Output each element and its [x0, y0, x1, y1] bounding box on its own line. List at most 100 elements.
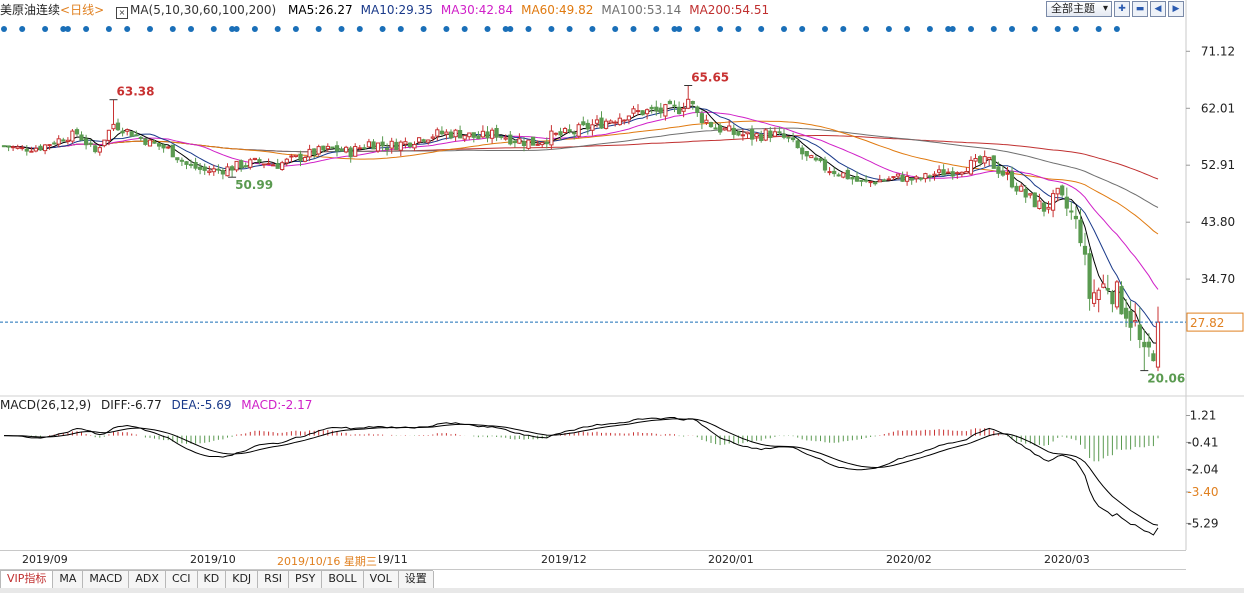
candle[interactable] [991, 155, 996, 169]
candle[interactable] [157, 143, 162, 151]
candle[interactable] [645, 108, 650, 120]
candle[interactable] [339, 146, 344, 152]
candle[interactable] [298, 150, 303, 167]
event-marker[interactable] [1031, 26, 1038, 32]
candle[interactable] [348, 146, 353, 163]
candle[interactable] [275, 158, 280, 169]
candle[interactable] [736, 130, 741, 137]
candle[interactable] [585, 119, 590, 135]
candle[interactable] [581, 116, 586, 127]
candle[interactable] [307, 144, 312, 161]
event-marker[interactable] [926, 26, 933, 32]
event-marker[interactable] [525, 26, 532, 32]
event-marker[interactable] [169, 26, 176, 32]
candle[interactable] [946, 168, 951, 174]
candle[interactable] [389, 137, 394, 154]
candle[interactable] [24, 145, 29, 156]
candle[interactable] [316, 144, 321, 156]
candle[interactable] [754, 132, 759, 142]
candle[interactable] [1019, 183, 1024, 192]
tab-ma[interactable]: MA [52, 571, 84, 589]
candle[interactable] [43, 144, 48, 155]
candle[interactable] [873, 181, 878, 186]
candle[interactable] [147, 139, 153, 147]
candle[interactable] [371, 139, 376, 150]
candle[interactable] [330, 146, 335, 149]
candle[interactable] [590, 119, 595, 136]
candle[interactable] [56, 135, 61, 148]
candle[interactable] [471, 132, 476, 143]
candle[interactable] [198, 163, 203, 175]
candle[interactable] [1142, 329, 1147, 371]
candle[interactable] [1, 145, 7, 148]
candle[interactable] [804, 151, 809, 161]
candle[interactable] [106, 129, 112, 146]
candle[interactable] [886, 176, 891, 181]
candle[interactable] [562, 126, 568, 134]
candle[interactable] [576, 122, 581, 139]
candle[interactable] [175, 157, 180, 163]
candle[interactable] [973, 154, 978, 167]
candle[interactable] [699, 110, 704, 130]
candle[interactable] [599, 111, 604, 129]
event-marker[interactable] [566, 26, 573, 32]
candle[interactable] [955, 171, 960, 179]
event-marker[interactable] [589, 26, 596, 32]
candle[interactable] [257, 157, 262, 165]
event-marker[interactable] [502, 26, 509, 32]
candle[interactable] [1037, 193, 1042, 210]
tab-cci[interactable]: CCI [164, 571, 198, 589]
candle[interactable] [704, 114, 709, 125]
tab-psy[interactable]: PSY [288, 571, 323, 589]
event-marker[interactable] [356, 26, 363, 32]
candle[interactable] [1055, 187, 1060, 202]
candle[interactable] [959, 171, 964, 178]
candle[interactable] [271, 162, 276, 167]
candle[interactable] [759, 130, 764, 143]
candle[interactable] [143, 137, 148, 146]
candle[interactable] [868, 181, 873, 187]
event-marker[interactable] [1009, 26, 1015, 32]
candle[interactable] [594, 115, 600, 128]
candle[interactable] [658, 102, 663, 118]
candle[interactable] [220, 168, 226, 180]
candle[interactable] [29, 146, 34, 153]
candle[interactable] [170, 144, 175, 158]
candle[interactable] [480, 125, 485, 139]
event-marker[interactable] [443, 26, 450, 32]
candle[interactable] [430, 134, 435, 142]
candle[interactable] [458, 125, 463, 139]
candle[interactable] [115, 118, 121, 131]
candle[interactable] [1028, 193, 1033, 199]
event-marker[interactable] [781, 26, 787, 32]
candle[interactable] [640, 110, 645, 116]
candle[interactable] [202, 163, 207, 175]
candle[interactable] [93, 144, 98, 154]
candle[interactable] [1087, 248, 1092, 311]
candle[interactable] [490, 127, 495, 144]
event-marker[interactable] [60, 26, 67, 32]
candle[interactable] [207, 165, 212, 176]
candle[interactable] [800, 145, 805, 160]
event-marker[interactable] [420, 26, 427, 32]
prev-icon[interactable]: ◀ [1150, 1, 1166, 17]
event-marker[interactable] [1072, 26, 1079, 32]
event-marker[interactable] [105, 26, 112, 32]
candle[interactable] [772, 127, 777, 137]
candle[interactable] [740, 129, 745, 141]
candle[interactable] [809, 154, 814, 159]
candle[interactable] [1155, 306, 1161, 372]
candle[interactable] [321, 145, 326, 153]
candle[interactable] [927, 174, 932, 182]
candle[interactable] [937, 165, 942, 177]
candle[interactable] [453, 128, 458, 142]
candle[interactable] [15, 144, 20, 150]
candle[interactable] [1119, 281, 1124, 315]
candle[interactable] [38, 144, 43, 151]
candle[interactable] [47, 144, 52, 150]
candle[interactable] [859, 179, 864, 187]
event-marker[interactable] [904, 26, 911, 32]
candle[interactable] [900, 171, 905, 182]
plus-icon[interactable]: ✚ [1114, 1, 1130, 17]
